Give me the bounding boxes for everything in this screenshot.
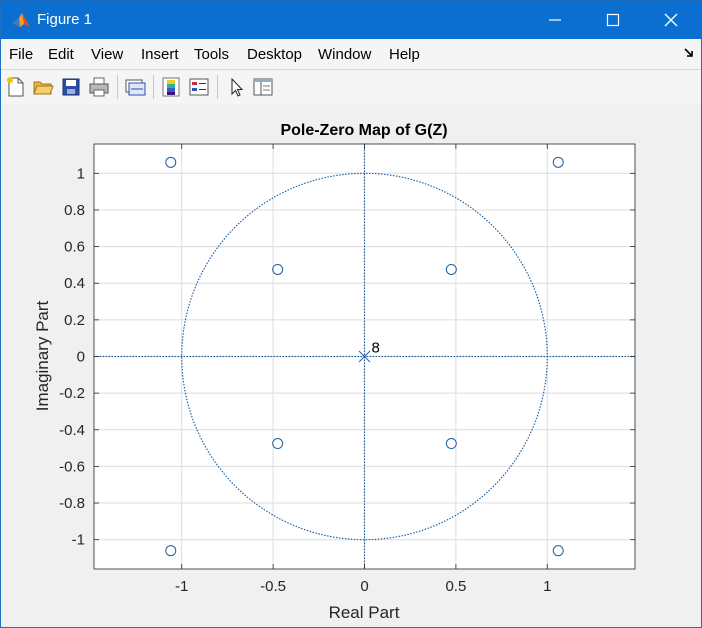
y-tick-label: -0.4 (59, 422, 85, 439)
save-icon[interactable] (60, 76, 82, 98)
close-icon (664, 13, 678, 27)
minimize-button[interactable] (527, 1, 583, 39)
colorbar-icon[interactable] (160, 76, 182, 98)
dock-figure-icon[interactable] (683, 47, 695, 59)
zero-marker (165, 545, 177, 557)
property-inspector-icon[interactable] (252, 76, 274, 98)
y-tick-label: -0.8 (59, 495, 85, 512)
pole-marker-stroke (358, 350, 371, 363)
pointer-icon[interactable] (225, 76, 247, 98)
y-tick-label: 0.6 (64, 239, 85, 256)
figure-canvas-area: -1 -0.5 0 0.5 1 1 0.8 0.6 0.4 0.2 0 -0.2 -0.4 -0.6 -0.… (1, 104, 701, 627)
x-tick-label: 0 (360, 578, 368, 595)
x-tick-label: -0.5 (260, 578, 286, 595)
x-tick-label: 0.5 (445, 578, 466, 595)
print-icon[interactable] (88, 76, 110, 98)
x-tick-label: 1 (543, 578, 551, 595)
zero-marker (445, 263, 457, 275)
zero-marker (165, 156, 177, 168)
toolbar-separator (217, 75, 218, 99)
y-tick-label: 0.8 (64, 202, 85, 219)
zero-marker (552, 156, 564, 168)
minimize-icon (549, 19, 561, 21)
x-axis-label: Real Part (329, 603, 400, 622)
y-tick-label: -0.2 (59, 385, 85, 402)
zero-marker (445, 438, 457, 450)
zero-marker (272, 438, 284, 450)
chart-title: Pole-Zero Map of G(Z) (280, 122, 447, 139)
menu-help[interactable]: Help (389, 46, 420, 63)
axis-ticks: -1 -0.5 0 0.5 1 1 0.8 0.6 0.4 0.2 0 -0.2 -0.4 -0.6 -0.… (59, 144, 635, 595)
plot-markers: 8 (165, 156, 564, 557)
pole-marker (358, 350, 371, 363)
pole-zero-plot[interactable]: -1 -0.5 0 0.5 1 1 0.8 0.6 0.4 0.2 0 -0.2 -0.4 -0.6 -0.… (1, 104, 701, 627)
menu-edit[interactable]: Edit (48, 46, 74, 63)
open-file-icon[interactable] (32, 76, 54, 98)
pole-multiplicity-label: 8 (372, 340, 380, 357)
menu-window[interactable]: Window (318, 46, 372, 63)
zero-marker (272, 263, 284, 275)
toolbar-separator (153, 75, 154, 99)
y-tick-label: 0.2 (64, 312, 85, 329)
figure-toolbar (1, 69, 701, 105)
grid-lines (94, 144, 635, 569)
legend-icon[interactable] (188, 76, 210, 98)
link-plot-icon[interactable] (124, 76, 146, 98)
x-tick-label: -1 (175, 578, 188, 595)
menu-bar: File Edit View Insert Tools Desktop Wind… (1, 39, 701, 69)
menu-file[interactable]: File (9, 46, 34, 63)
close-button[interactable] (643, 1, 699, 39)
toolbar-separator (117, 75, 118, 99)
y-tick-label: -0.6 (59, 458, 85, 475)
menu-insert[interactable]: Insert (141, 46, 179, 63)
new-figure-icon[interactable] (5, 76, 27, 98)
unit-circle (181, 172, 548, 541)
y-tick-label: 1 (77, 165, 85, 182)
y-tick-label: 0.4 (64, 275, 85, 292)
y-tick-label: 0 (77, 349, 85, 366)
menu-desktop[interactable]: Desktop (247, 46, 303, 63)
menu-view[interactable]: View (91, 46, 124, 63)
title-bar[interactable]: Figure 1 (1, 1, 701, 39)
matlab-logo-icon (12, 13, 30, 27)
menu-tools[interactable]: Tools (194, 46, 230, 63)
maximize-icon (606, 13, 620, 27)
window-title: Figure 1 (37, 11, 93, 28)
y-tick-label: -1 (72, 532, 85, 549)
zero-marker (552, 545, 564, 557)
maximize-button[interactable] (585, 1, 641, 39)
y-axis-label: Imaginary Part (33, 300, 52, 411)
